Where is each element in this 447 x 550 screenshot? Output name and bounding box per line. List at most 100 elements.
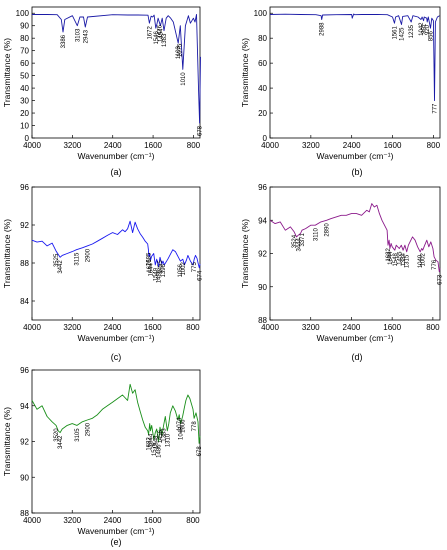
y-tick-label: 96 bbox=[20, 366, 29, 375]
peak-label: 1548 bbox=[153, 435, 159, 449]
peak-label: 1056 bbox=[178, 263, 184, 277]
x-axis-label: Wavenumber (cm⁻¹) bbox=[317, 333, 394, 343]
x-tick-label: 4000 bbox=[261, 141, 279, 150]
y-tick-label: 92 bbox=[20, 438, 29, 447]
peak-label: 1074 bbox=[177, 417, 183, 431]
peak-label: 1548 bbox=[393, 253, 399, 267]
x-axis-label: Wavenumber (cm⁻¹) bbox=[78, 526, 155, 536]
panel-caption: (d) bbox=[352, 352, 363, 362]
y-tick-label: 20 bbox=[20, 109, 29, 118]
y-tick-label: 40 bbox=[258, 84, 267, 93]
peak-label: 1002 bbox=[181, 262, 187, 276]
spectrum-line bbox=[269, 203, 441, 273]
peak-label: 3444 bbox=[296, 238, 302, 252]
peak-label: 1310 bbox=[165, 433, 171, 447]
chart-panel-3: 4000 3200 2400 1600 800 84 88 92 96 Wavenumber (c… bbox=[2, 183, 203, 362]
peak-label: 1010 bbox=[181, 72, 187, 86]
peak-label: 3525 bbox=[54, 253, 60, 267]
x-tick-label: 800 bbox=[186, 516, 200, 525]
peak-label: 673 bbox=[437, 274, 443, 285]
y-tick-label: 88 bbox=[258, 316, 267, 325]
peak-label: 1456 bbox=[158, 430, 164, 444]
y-tick-label: 20 bbox=[258, 109, 267, 118]
peak-label: 3371 bbox=[300, 233, 306, 247]
x-tick-label: 800 bbox=[186, 323, 200, 332]
chart-panel-4: 4000 3200 2400 1600 800 88 90 92 94 96 Wavenumber … bbox=[240, 183, 443, 362]
spectrum-line bbox=[31, 383, 201, 444]
x-tick-label: 1600 bbox=[144, 516, 162, 525]
y-tick-label: 96 bbox=[20, 183, 29, 192]
y-tick-label: 92 bbox=[20, 221, 29, 230]
x-tick-label: 3200 bbox=[63, 516, 81, 525]
plot-frame bbox=[31, 186, 201, 321]
peak-label: 1682 bbox=[386, 248, 392, 262]
y-axis-label: Transmittance (%) bbox=[2, 219, 12, 288]
peak-label: 1561 bbox=[393, 26, 399, 40]
peak-label: 1075 bbox=[178, 43, 184, 57]
y-axis-label: Transmittance (%) bbox=[2, 407, 12, 476]
x-tick-label: 2400 bbox=[343, 141, 361, 150]
x-axis-label: Wavenumber (cm⁻¹) bbox=[317, 151, 394, 161]
chart-panel-2: 4000 3200 2400 1600 800 0 20 40 60 80 100 Wavenumbe… bbox=[240, 6, 441, 177]
peak-label: 678 bbox=[197, 446, 203, 457]
peak-label: 1103 bbox=[176, 46, 182, 60]
plot-frame bbox=[269, 6, 441, 139]
chart-panel-5: 4000 3200 2400 1600 800 88 90 92 94 96 Wavenumber … bbox=[2, 366, 203, 547]
peak-label: 778 bbox=[192, 421, 198, 432]
peak-label: 1048 bbox=[179, 426, 185, 440]
peak-label: 2943 bbox=[83, 29, 89, 43]
peak-label: 2988 bbox=[320, 22, 326, 36]
peak-label: 1576 bbox=[152, 442, 158, 456]
peak-label: 856 bbox=[429, 31, 435, 42]
x-tick-label: 3200 bbox=[63, 141, 81, 150]
y-tick-label: 90 bbox=[20, 473, 29, 482]
peak-label: 3386 bbox=[61, 34, 67, 48]
peak-label: 777 bbox=[433, 103, 439, 114]
peak-label: 1682 bbox=[147, 437, 153, 451]
panel-caption: (e) bbox=[111, 537, 122, 547]
x-tick-label: 2400 bbox=[104, 516, 122, 525]
peak-label: 1644 bbox=[149, 433, 155, 447]
y-tick-label: 60 bbox=[20, 59, 29, 68]
peak-label: 1476 bbox=[157, 24, 163, 38]
spectrum-line bbox=[32, 14, 201, 124]
y-tick-label: 96 bbox=[258, 183, 267, 192]
y-axis-label: Transmittance (%) bbox=[240, 38, 250, 107]
peak-label: 678 bbox=[198, 125, 204, 136]
y-tick-label: 90 bbox=[20, 22, 29, 31]
peak-label: 991 bbox=[422, 23, 428, 34]
y-tick-label: 0 bbox=[25, 134, 30, 143]
peak-label: 1672 bbox=[147, 26, 153, 40]
peak-label: 3105 bbox=[75, 428, 81, 442]
x-tick-label: 3200 bbox=[63, 323, 81, 332]
peak-label: 1685 bbox=[146, 252, 152, 266]
peak-label: 1235 bbox=[409, 24, 415, 38]
plot-frame bbox=[269, 186, 441, 321]
peak-label: 3442 bbox=[58, 435, 64, 449]
peak-label: 1049 bbox=[418, 254, 424, 268]
peak-label: 1676 bbox=[147, 259, 153, 273]
y-tick-label: 90 bbox=[258, 283, 267, 292]
peak-label: 3520 bbox=[54, 428, 60, 442]
peak-label: 1644 bbox=[388, 251, 394, 265]
x-tick-label: 4000 bbox=[23, 516, 41, 525]
peak-label: 1006 bbox=[181, 419, 187, 433]
peak-label: 674 bbox=[197, 270, 203, 281]
y-tick-label: 100 bbox=[254, 9, 268, 18]
peak-label: 1002 bbox=[421, 253, 427, 267]
peak-label: 1549 bbox=[153, 267, 159, 281]
peak-label: 1383 bbox=[162, 33, 168, 47]
panel-caption: (b) bbox=[352, 167, 363, 177]
peak-label: 1315 bbox=[405, 254, 411, 268]
y-tick-label: 50 bbox=[20, 72, 29, 81]
peak-label: 1486 bbox=[157, 444, 163, 458]
y-tick-label: 0 bbox=[263, 134, 268, 143]
y-axis-label: Transmittance (%) bbox=[2, 38, 12, 107]
x-tick-label: 2400 bbox=[104, 323, 122, 332]
peak-label: 3524 bbox=[292, 234, 298, 248]
peak-label: 2890 bbox=[325, 223, 331, 237]
peak-label: 1546 bbox=[154, 31, 160, 45]
y-tick-label: 30 bbox=[20, 97, 29, 106]
x-tick-label: 4000 bbox=[23, 323, 41, 332]
y-tick-label: 88 bbox=[20, 509, 29, 518]
